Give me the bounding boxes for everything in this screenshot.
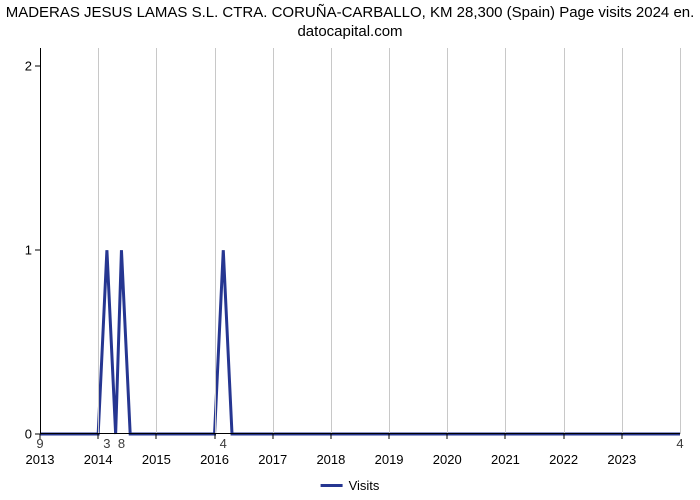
visits-chart: MADERAS JESUS LAMAS S.L. CTRA. CORUÑA-CA…	[0, 0, 700, 500]
legend-swatch	[321, 484, 343, 487]
gridline	[98, 48, 99, 434]
data-point-label: 4	[676, 434, 683, 451]
gridline	[331, 48, 332, 434]
data-point-label: 4	[220, 434, 227, 451]
line-series	[40, 48, 680, 434]
plot-area: 0122013201420152016201720182019202020212…	[40, 48, 680, 434]
x-axis-line	[40, 433, 680, 434]
gridline	[505, 48, 506, 434]
data-point-label: 3	[103, 434, 110, 451]
chart-title: MADERAS JESUS LAMAS S.L. CTRA. CORUÑA-CA…	[0, 4, 700, 42]
xtick-label: 2020	[433, 434, 462, 467]
data-point-label: 9	[36, 434, 43, 451]
gridline	[564, 48, 565, 434]
xtick-label: 2019	[375, 434, 404, 467]
xtick-label: 2023	[607, 434, 636, 467]
gridline	[622, 48, 623, 434]
xtick-label: 2022	[549, 434, 578, 467]
y-axis-line	[40, 48, 41, 434]
title-line-1: MADERAS JESUS LAMAS S.L. CTRA. CORUÑA-CA…	[6, 4, 695, 21]
gridline	[447, 48, 448, 434]
gridline	[273, 48, 274, 434]
ytick-label: 1	[25, 243, 40, 258]
xtick-label: 2018	[316, 434, 345, 467]
legend-label: Visits	[349, 478, 380, 493]
gridline	[215, 48, 216, 434]
gridline	[389, 48, 390, 434]
ytick-label: 2	[25, 59, 40, 74]
xtick-label: 2021	[491, 434, 520, 467]
data-point-label: 8	[118, 434, 125, 451]
title-line-2: datocapital.com	[297, 23, 402, 40]
visits-line	[40, 250, 680, 434]
legend: Visits	[321, 478, 380, 493]
gridline	[156, 48, 157, 434]
gridline	[680, 48, 681, 434]
xtick-label: 2017	[258, 434, 287, 467]
xtick-label: 2015	[142, 434, 171, 467]
